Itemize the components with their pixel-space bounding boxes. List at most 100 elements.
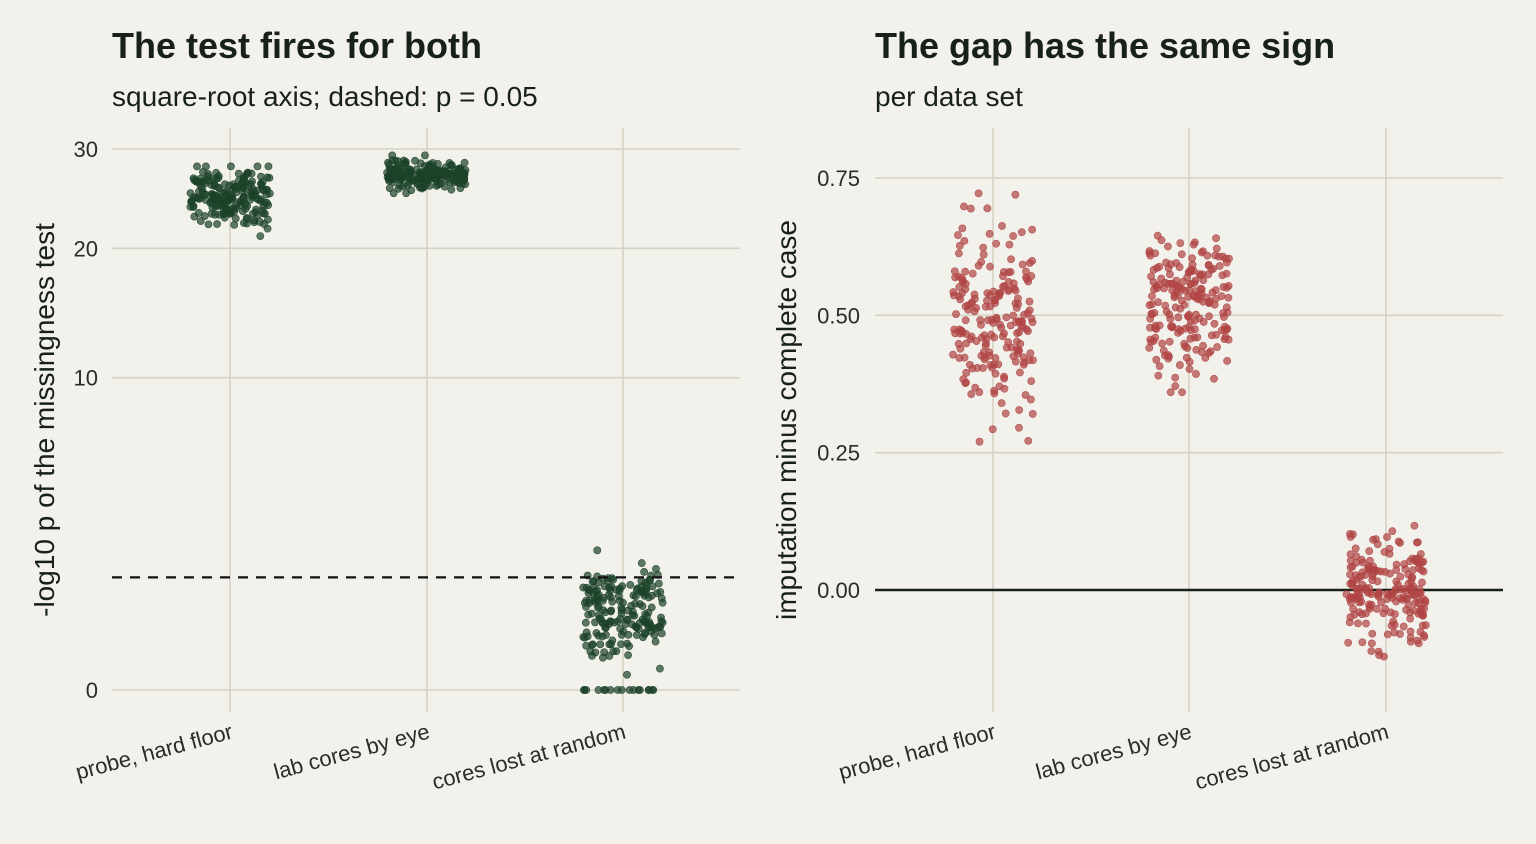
data-point [191,177,200,186]
data-point [606,607,615,616]
data-point [196,217,205,225]
data-point [1212,244,1221,253]
data-point [1026,349,1035,358]
data-point [1164,242,1172,251]
data-point [231,185,240,193]
data-point [989,318,998,327]
data-point [986,361,995,369]
data-point [997,399,1006,408]
data-point [1023,309,1032,317]
data-point [624,630,633,639]
x-tick-label: probe, hard floor [73,719,235,785]
data-point [1223,356,1232,365]
data-point [1162,258,1170,267]
data-point [1009,232,1018,240]
left-y-axis-label: -log10 p of the missingness test [29,223,60,617]
data-point [1215,262,1224,270]
data-point [1174,313,1183,322]
data-point [645,576,654,584]
x-tick-label: lab cores by eye [1033,719,1194,785]
data-point [263,198,271,207]
data-point [975,388,984,396]
data-point [1002,313,1011,322]
data-point [1027,377,1036,386]
right-chart-title: The gap has the same sign [875,25,1335,66]
data-point [1373,540,1382,549]
data-point [1349,530,1357,539]
data-point [221,180,229,189]
data-point [1013,329,1021,338]
data-point [982,339,990,348]
data-point [1414,559,1423,568]
data-point [992,239,1001,248]
data-point [1346,550,1355,559]
data-point [949,350,957,359]
data-point [618,582,627,591]
data-point [650,631,659,639]
data-point [240,175,249,183]
data-point [1012,303,1021,312]
data-point [967,390,976,399]
data-point [1399,585,1408,593]
y-tick-label: 0.50 [817,303,860,328]
data-point [1028,225,1037,234]
data-point [1358,568,1367,577]
right-y-axis-label: imputation minus complete case [771,220,802,620]
data-point [584,589,593,597]
data-point [950,325,959,334]
data-point [1166,279,1175,288]
data-point [1010,284,1019,293]
data-point [974,189,983,198]
data-point [1166,314,1175,323]
right-y-ticks: 0.00 0.25 0.50 0.75 [817,166,860,603]
data-point [402,189,411,198]
data-point [1173,283,1182,291]
data-point [606,686,615,694]
data-point [1199,276,1208,285]
data-point [1373,577,1382,586]
data-point [193,162,201,171]
data-point [388,156,397,165]
data-point [1408,554,1417,563]
data-point [456,171,465,180]
data-point [456,164,464,173]
data-point [1418,578,1426,587]
data-point [1148,292,1156,301]
data-point [626,581,635,589]
data-point [1177,250,1186,259]
data-point [1199,318,1208,326]
data-point [1002,343,1011,352]
data-point [974,261,983,270]
data-point [962,368,971,377]
left-points [186,151,667,694]
x-tick-label: lab cores by eye [271,719,432,785]
data-point [202,162,210,171]
data-point [980,331,989,340]
data-point [1406,583,1415,592]
data-point [637,559,646,567]
data-point [1211,251,1220,260]
data-point [631,599,640,608]
data-point [1149,336,1158,345]
data-point [580,686,588,694]
data-point [646,620,655,629]
data-point [983,204,992,213]
data-point [1024,436,1033,445]
data-point [253,162,262,171]
data-point [592,629,601,637]
data-point [1161,351,1169,360]
data-point [1205,312,1213,321]
data-point [194,193,202,202]
data-point [983,296,991,305]
data-point [1192,370,1200,378]
data-point [1171,303,1180,312]
data-point [1213,343,1221,351]
data-point [647,591,656,600]
data-point [1399,622,1408,631]
data-point [1155,362,1164,371]
data-point [239,193,248,202]
data-point [1011,357,1020,366]
data-point [239,184,248,193]
data-point [594,590,603,599]
